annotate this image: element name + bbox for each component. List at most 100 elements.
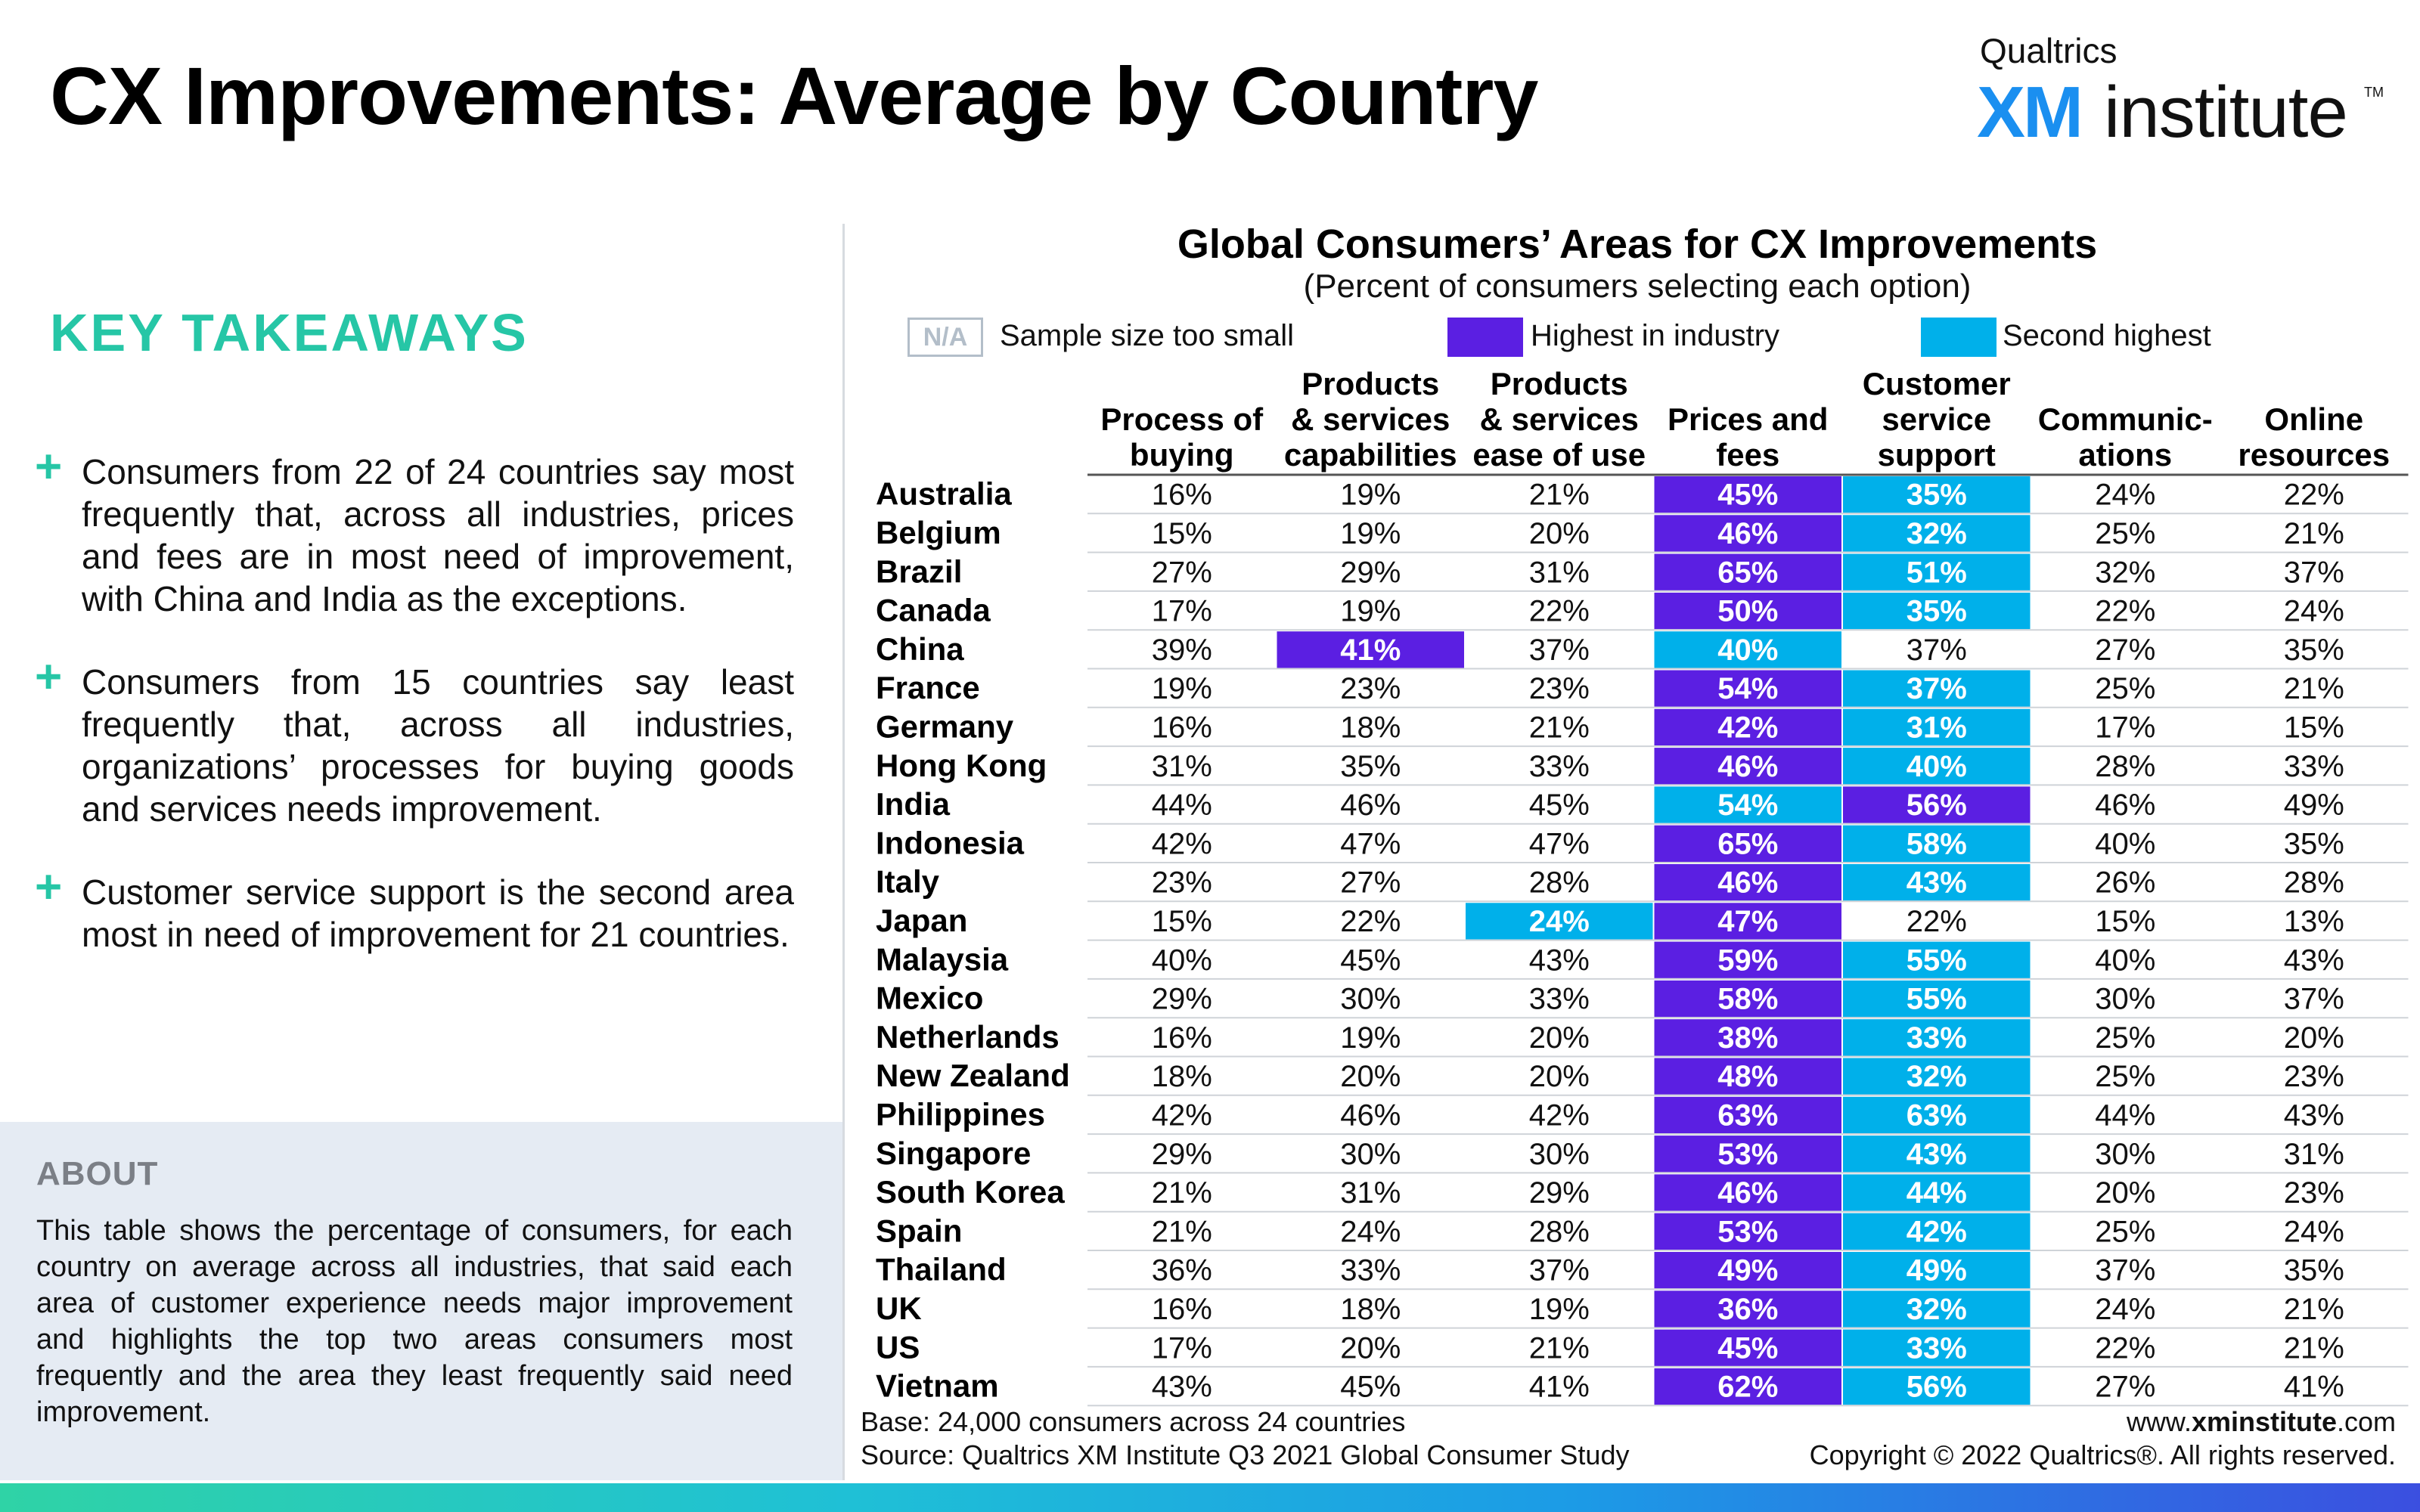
cell-value: 42% xyxy=(1529,1098,1590,1132)
highlight-cell xyxy=(1843,515,2031,552)
cell-value: 16% xyxy=(1152,1021,1212,1055)
cell-value: 65% xyxy=(1717,556,1778,589)
cell-value: 22% xyxy=(1529,595,1590,628)
column-header: ations xyxy=(2078,437,2172,472)
cell-value: 55% xyxy=(1907,943,1967,977)
about-heading: ABOUT xyxy=(36,1155,159,1192)
highlight-cell xyxy=(1654,825,1841,862)
cell-value: 22% xyxy=(2284,479,2344,512)
cell-value: 45% xyxy=(1717,1331,1778,1365)
highlight-cell xyxy=(1654,1213,1841,1250)
cell-value: 47% xyxy=(1717,905,1778,938)
cell-value: 35% xyxy=(1340,750,1401,783)
highlight-cell xyxy=(1843,1213,2031,1250)
column-header: Products xyxy=(1491,366,1628,401)
cell-value: 33% xyxy=(1529,750,1590,783)
cell-value: 35% xyxy=(2284,827,2344,860)
cell-value: 19% xyxy=(1340,1021,1401,1055)
cell-value: 18% xyxy=(1340,1293,1401,1326)
cell-value: 27% xyxy=(2095,1371,2155,1404)
cell-value: 42% xyxy=(1152,827,1212,860)
cell-value: 25% xyxy=(2095,1215,2155,1248)
highlight-cell xyxy=(1843,1329,2031,1366)
cell-value: 37% xyxy=(2284,556,2344,589)
key-takeaways-heading: KEY TAKEAWAYS xyxy=(50,303,529,362)
cell-value: 45% xyxy=(1340,943,1401,977)
website-link[interactable]: www.xminstitute.com xyxy=(2127,1406,2396,1438)
highlight-cell xyxy=(1843,476,2031,513)
cell-value: 31% xyxy=(1340,1176,1401,1210)
xm-institute-logo: Qualtrics XM institute TM xyxy=(1977,30,2385,153)
cell-value: 20% xyxy=(1529,1021,1590,1055)
takeaway-item: + Consumers from 15 countries say least … xyxy=(35,654,794,830)
highlight-cell xyxy=(1654,1252,1841,1289)
cell-value: 45% xyxy=(1717,479,1778,512)
cell-value: 49% xyxy=(2284,789,2344,822)
cell-value: 16% xyxy=(1152,1293,1212,1326)
cell-value: 30% xyxy=(1529,1138,1590,1171)
takeaways-list: + Consumers from 22 of 24 countries say … xyxy=(35,444,794,996)
highlight-cell xyxy=(1654,476,1841,513)
column-header: Process of xyxy=(1100,401,1264,437)
cell-value: 43% xyxy=(2284,943,2344,977)
legend-na-text: Sample size too small xyxy=(1000,319,1295,352)
cell-value: 31% xyxy=(1907,711,1967,744)
cell-value: 54% xyxy=(1717,789,1778,822)
highlight-cell xyxy=(1654,1290,1841,1328)
cell-value: 21% xyxy=(1529,479,1590,512)
cell-value: 18% xyxy=(1152,1060,1212,1093)
cell-value: 50% xyxy=(1717,595,1778,628)
cell-value: 56% xyxy=(1907,1371,1967,1404)
row-label: New Zealand xyxy=(876,1058,1070,1093)
cell-value: 41% xyxy=(1529,1371,1590,1404)
highlight-cell xyxy=(1654,748,1841,785)
cell-value: 32% xyxy=(2095,556,2155,589)
cell-value: 45% xyxy=(1340,1371,1401,1404)
cell-value: 31% xyxy=(1152,750,1212,783)
cell-value: 51% xyxy=(1907,556,1967,589)
cell-value: 40% xyxy=(2095,827,2155,860)
cell-value: 62% xyxy=(1717,1371,1778,1404)
cell-value: 33% xyxy=(2284,750,2344,783)
highlight-cell xyxy=(1843,1136,2031,1173)
cell-value: 65% xyxy=(1717,827,1778,860)
highlight-cell xyxy=(1654,515,1841,552)
cell-value: 24% xyxy=(2095,1293,2155,1326)
chart-subtitle: (Percent of consumers selecting each opt… xyxy=(1303,268,1972,305)
cell-value: 41% xyxy=(2284,1371,2344,1404)
cell-value: 30% xyxy=(1340,983,1401,1016)
column-header: fees xyxy=(1716,437,1779,472)
cell-value: 37% xyxy=(2095,1254,2155,1287)
row-label: Belgium xyxy=(876,515,1001,550)
cell-value: 26% xyxy=(2095,866,2155,900)
highlight-cell xyxy=(1843,1290,2031,1328)
row-label: Singapore xyxy=(876,1136,1031,1171)
cell-value: 20% xyxy=(1340,1060,1401,1093)
cell-value: 21% xyxy=(2284,517,2344,550)
row-label: Malaysia xyxy=(876,941,1009,977)
cell-value: 36% xyxy=(1152,1254,1212,1287)
cell-value: 46% xyxy=(2095,789,2155,822)
cell-value: 24% xyxy=(2284,595,2344,628)
cell-value: 32% xyxy=(1907,517,1967,550)
cell-value: 22% xyxy=(1907,905,1967,938)
cell-value: 33% xyxy=(1340,1254,1401,1287)
cell-value: 23% xyxy=(1340,672,1401,705)
cell-value: 17% xyxy=(1152,595,1212,628)
logo-institute: institute xyxy=(2104,72,2348,153)
cell-value: 32% xyxy=(1907,1293,1967,1326)
cell-value: 27% xyxy=(2095,634,2155,667)
cell-value: 22% xyxy=(2095,1331,2155,1365)
cell-value: 29% xyxy=(1529,1176,1590,1210)
cell-value: 37% xyxy=(2284,983,2344,1016)
highlight-cell xyxy=(1843,670,2031,707)
highlight-cell xyxy=(1277,631,1464,668)
takeaway-item: + Consumers from 22 of 24 countries say … xyxy=(35,444,794,620)
row-label: Japan xyxy=(876,903,967,938)
cell-value: 35% xyxy=(2284,1254,2344,1287)
cell-value: 21% xyxy=(2284,672,2344,705)
highlight-cell xyxy=(1654,941,1841,978)
takeaway-text: Consumers from 15 countries say least fr… xyxy=(82,662,794,829)
cell-value: 43% xyxy=(2284,1098,2344,1132)
row-label: South Korea xyxy=(876,1174,1065,1210)
